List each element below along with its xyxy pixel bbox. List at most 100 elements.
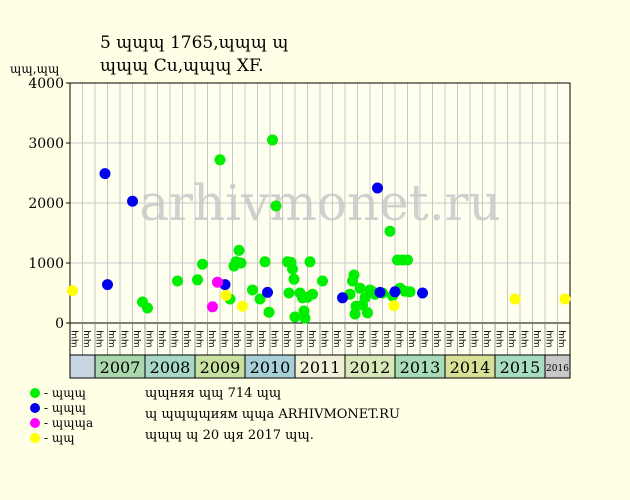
data-point-green: [289, 311, 301, 323]
quarter-label: ɰɰ: [69, 330, 79, 348]
quarter-label: ɰɰ: [107, 330, 117, 348]
data-point-blue: [99, 168, 111, 180]
data-point-green: [404, 286, 416, 298]
quarter-label: ɰɰ: [194, 330, 204, 348]
legend-item-2: - ɰɰɰ: [30, 400, 93, 415]
quarter-label: ɰɰ: [394, 330, 404, 348]
note-source: ɰ ɰɰɰɰиям ɰɰa ARHIVMONET.RU: [145, 407, 400, 422]
quarter-label: ɰɰ: [82, 330, 92, 348]
quarter-label: ɰɰ: [544, 330, 554, 348]
year-cell: [544, 354, 571, 379]
quarter-label: ɰɰ: [144, 330, 154, 348]
data-point-blue: [417, 287, 428, 299]
data-point-blue: [374, 286, 386, 298]
data-point-magenta: [207, 301, 218, 313]
data-point-green: [283, 287, 295, 299]
data-point-yellow: [509, 293, 521, 305]
year-label: 2012: [350, 358, 391, 377]
quarter-label: ɰɰ: [444, 330, 454, 348]
quarter-label: ɰɰ: [94, 330, 104, 348]
legend-marker-4: [30, 432, 40, 443]
quarter-label: ɰɰ: [494, 330, 504, 348]
note-date: ɰɰɰ ɰ 20 ɰя 2017 ɰɰ.: [145, 428, 314, 443]
quarter-label: ɰɰ: [294, 330, 304, 348]
data-point-green: [270, 200, 282, 212]
chart-title-line-1: 5 ɰɰɰ 1765,ɰɰɰ ɰ: [100, 33, 289, 53]
quarter-label: ɰɰ: [432, 330, 442, 348]
data-point-green: [384, 225, 396, 237]
year-label: 2015: [500, 358, 541, 377]
quarter-label: ɰɰ: [344, 330, 354, 348]
data-point-green: [359, 292, 371, 304]
data-point-green: [235, 257, 247, 269]
data-point-yellow: [67, 285, 78, 297]
quarter-label: ɰɰ: [319, 330, 329, 348]
quarter-label: ɰɰ: [269, 330, 279, 348]
data-point-green: [299, 312, 311, 324]
year-label: 2007: [100, 358, 141, 377]
data-point-green: [247, 284, 258, 296]
data-point-blue: [262, 286, 273, 298]
data-point-green: [362, 307, 373, 319]
data-point-blue: [337, 292, 348, 304]
quarter-label: ɰɰ: [507, 330, 517, 348]
data-point-green: [267, 134, 278, 146]
data-point-green: [263, 306, 275, 318]
data-point-green: [402, 254, 413, 266]
quarter-label: ɰɰ: [157, 330, 167, 348]
year-label: 2014: [450, 358, 491, 377]
y-tick-label: 2000: [28, 196, 64, 212]
data-point-green: [354, 282, 366, 294]
quarter-label: ɰɰ: [519, 330, 529, 348]
quarter-label: ɰɰ: [369, 330, 379, 348]
data-point-green: [192, 274, 203, 286]
data-point-green: [197, 258, 208, 270]
data-point-green: [259, 256, 271, 268]
data-point-yellow: [220, 289, 232, 301]
y-tick-label: 3000: [28, 136, 64, 152]
quarter-label: ɰɰ: [219, 330, 229, 348]
data-point-green: [287, 263, 298, 275]
y-axis-unit-label: ɰɰ,ɰɰ: [10, 62, 60, 76]
data-point-yellow: [388, 300, 400, 312]
quarter-label: ɰɰ: [407, 330, 417, 348]
legend-label-2: - ɰɰɰ: [44, 400, 87, 415]
quarter-label: ɰɰ: [457, 330, 467, 348]
y-tick-label: 0: [55, 316, 64, 332]
year-label: 2010: [250, 358, 291, 377]
quarter-label: ɰɰ: [232, 330, 242, 348]
chart-title-line-2: ɰɰɰ Cu,ɰɰɰ XF.: [100, 56, 264, 76]
year-label: 2011: [300, 358, 341, 377]
legend-item-1: - ɰɰɰ: [30, 385, 93, 400]
y-tick-label: 1000: [28, 256, 64, 272]
quarter-label: ɰɰ: [357, 330, 367, 348]
data-point-magenta: [212, 276, 223, 288]
data-point-yellow: [237, 300, 248, 312]
data-point-blue: [372, 182, 383, 194]
quarter-label: ɰɰ: [307, 330, 317, 348]
legend-marker-1: [30, 387, 40, 398]
legend: - ɰɰɰ - ɰɰɰ - ɰɰɰa - ɰɰ: [30, 385, 93, 445]
year-label: 2009: [200, 358, 241, 377]
quarter-label: ɰɰ: [482, 330, 492, 348]
y-tick-label: 4000: [28, 76, 64, 92]
quarter-label: ɰɰ: [244, 330, 254, 348]
legend-label-3: - ɰɰɰa: [44, 415, 94, 430]
chart-notes: ɰɰняя ɰɰ 714 ɰɰ ɰ ɰɰɰɰиям ɰɰa ARHIVMONET…: [145, 383, 400, 446]
data-point-green: [214, 154, 226, 166]
data-point-green: [233, 244, 245, 256]
quarter-label: ɰɰ: [469, 330, 479, 348]
quarter-label: ɰɰ: [382, 330, 392, 348]
year-label: 2016: [546, 364, 569, 374]
quarter-label: ɰɰ: [169, 330, 179, 348]
quarter-label: ɰɰ: [332, 330, 342, 348]
quarter-label: ɰɰ: [257, 330, 267, 348]
year-label: 2008: [150, 358, 191, 377]
data-point-green: [348, 269, 360, 281]
quarter-label: ɰɰ: [182, 330, 192, 348]
legend-label-1: - ɰɰɰ: [44, 385, 87, 400]
legend-marker-3: [30, 417, 40, 428]
data-point-green: [317, 275, 328, 287]
data-point-blue: [127, 195, 138, 207]
